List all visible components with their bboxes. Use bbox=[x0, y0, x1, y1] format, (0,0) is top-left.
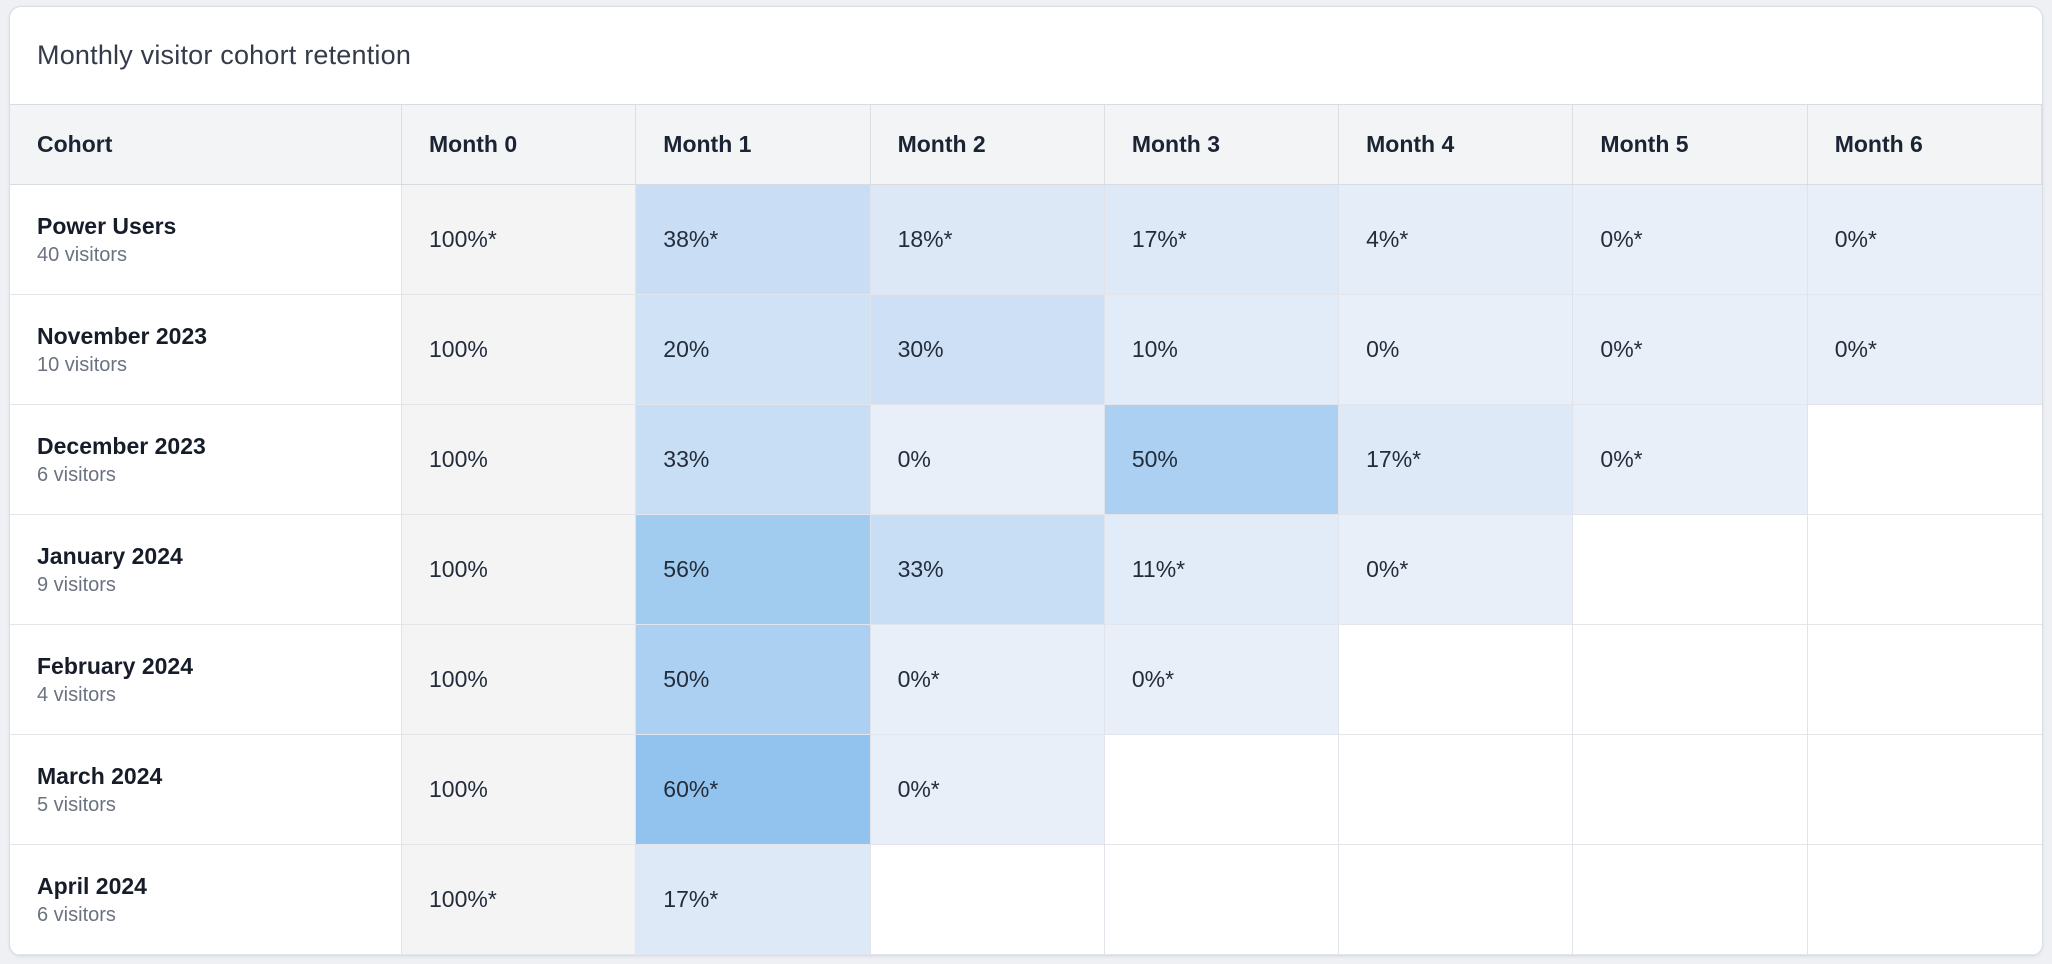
retention-cell: 50% bbox=[636, 625, 871, 734]
retention-cell: 17%* bbox=[1339, 405, 1574, 514]
cohort-name: December 2023 bbox=[37, 432, 206, 459]
retention-cell bbox=[1807, 845, 2042, 954]
cohort-name: January 2024 bbox=[37, 542, 183, 569]
cohort-label-cell: January 2024 9 visitors bbox=[10, 515, 402, 624]
retention-cell: 60%* bbox=[636, 735, 871, 844]
retention-cell: 0%* bbox=[1807, 295, 2042, 404]
cohort-label-cell: March 2024 5 visitors bbox=[10, 735, 402, 844]
cohort-row-april-2024: April 2024 6 visitors 100%* 17%* bbox=[10, 845, 2042, 955]
retention-cell bbox=[1573, 735, 1808, 844]
retention-cell bbox=[1573, 625, 1808, 734]
retention-cell: 11%* bbox=[1104, 515, 1340, 624]
cohort-name: Power Users bbox=[37, 212, 177, 239]
retention-cell: 33% bbox=[636, 405, 871, 514]
retention-cell: 100% bbox=[402, 295, 637, 404]
column-header-month-0: Month 0 bbox=[402, 105, 637, 184]
retention-cell: 17%* bbox=[1104, 185, 1340, 294]
retention-cell bbox=[1573, 515, 1808, 624]
column-header-month-4: Month 4 bbox=[1339, 105, 1574, 184]
cohort-label-cell: November 2023 10 visitors bbox=[10, 295, 402, 404]
retention-cell bbox=[1807, 405, 2042, 514]
cohort-row-march-2024: March 2024 5 visitors 100% 60%* 0%* bbox=[10, 735, 2042, 845]
retention-cell: 4%* bbox=[1339, 185, 1574, 294]
cohort-size: 6 visitors bbox=[37, 903, 116, 926]
card-title-area: Monthly visitor cohort retention bbox=[10, 7, 2042, 104]
retention-cell bbox=[1104, 735, 1340, 844]
column-header-month-3: Month 3 bbox=[1105, 105, 1340, 184]
cohort-size: 5 visitors bbox=[37, 793, 116, 816]
retention-cell: 0% bbox=[870, 405, 1105, 514]
column-header-cohort: Cohort bbox=[10, 105, 402, 184]
cohort-table: Cohort Month 0 Month 1 Month 2 Month 3 M… bbox=[10, 104, 2042, 955]
retention-cell bbox=[870, 845, 1105, 954]
cohort-retention-card: Monthly visitor cohort retention Cohort … bbox=[9, 6, 2043, 956]
retention-cell bbox=[1807, 515, 2042, 624]
retention-cell: 0%* bbox=[870, 735, 1105, 844]
cohort-label-cell: April 2024 6 visitors bbox=[10, 845, 402, 954]
retention-cell: 0%* bbox=[1339, 515, 1574, 624]
retention-cell: 0%* bbox=[1573, 405, 1808, 514]
column-header-month-2: Month 2 bbox=[871, 105, 1105, 184]
retention-cell: 100%* bbox=[402, 845, 637, 954]
card-title: Monthly visitor cohort retention bbox=[37, 40, 412, 70]
retention-cell: 0% bbox=[1339, 295, 1574, 404]
retention-cell: 38%* bbox=[636, 185, 871, 294]
cohort-size: 6 visitors bbox=[37, 463, 116, 486]
retention-cell: 30% bbox=[870, 295, 1105, 404]
retention-cell: 0%* bbox=[1104, 625, 1340, 734]
retention-cell: 20% bbox=[636, 295, 871, 404]
retention-cell: 18%* bbox=[870, 185, 1105, 294]
cohort-row-january-2024: January 2024 9 visitors 100% 56% 33% 11%… bbox=[10, 515, 2042, 625]
cohort-row-february-2024: February 2024 4 visitors 100% 50% 0%* 0%… bbox=[10, 625, 2042, 735]
retention-cell bbox=[1573, 845, 1808, 954]
cohort-label-cell: February 2024 4 visitors bbox=[10, 625, 402, 734]
retention-cell: 33% bbox=[870, 515, 1105, 624]
retention-cell: 17%* bbox=[636, 845, 871, 954]
cohort-label-cell: December 2023 6 visitors bbox=[10, 405, 402, 514]
retention-cell: 100% bbox=[402, 625, 637, 734]
retention-cell bbox=[1104, 845, 1340, 954]
retention-cell: 56% bbox=[636, 515, 871, 624]
cohort-size: 40 visitors bbox=[37, 243, 128, 266]
column-header-month-6: Month 6 bbox=[1808, 105, 2042, 184]
cohort-row-december-2023: December 2023 6 visitors 100% 33% 0% 50%… bbox=[10, 405, 2042, 515]
retention-cell bbox=[1339, 735, 1574, 844]
cohort-size: 9 visitors bbox=[37, 573, 116, 596]
retention-cell: 0%* bbox=[1807, 185, 2042, 294]
cohort-name: April 2024 bbox=[37, 872, 147, 899]
cohort-name: February 2024 bbox=[37, 652, 193, 679]
retention-cell: 0%* bbox=[870, 625, 1105, 734]
retention-cell: 100%* bbox=[402, 185, 637, 294]
retention-cell: 10% bbox=[1104, 295, 1340, 404]
retention-cell: 0%* bbox=[1573, 185, 1808, 294]
retention-cell: 100% bbox=[402, 405, 637, 514]
column-header-month-1: Month 1 bbox=[636, 105, 871, 184]
retention-cell bbox=[1339, 625, 1574, 734]
cohort-label-cell: Power Users 40 visitors bbox=[10, 185, 402, 294]
cohort-row-power-users: Power Users 40 visitors 100%* 38%* 18%* … bbox=[10, 185, 2042, 295]
retention-cell bbox=[1807, 735, 2042, 844]
cohort-size: 10 visitors bbox=[37, 353, 128, 376]
retention-cell bbox=[1807, 625, 2042, 734]
cohort-name: March 2024 bbox=[37, 762, 163, 789]
retention-cell: 0%* bbox=[1573, 295, 1808, 404]
retention-cell: 100% bbox=[402, 515, 637, 624]
table-header-row: Cohort Month 0 Month 1 Month 2 Month 3 M… bbox=[10, 105, 2042, 185]
column-header-month-5: Month 5 bbox=[1573, 105, 1808, 184]
cohort-size: 4 visitors bbox=[37, 683, 116, 706]
cohort-name: November 2023 bbox=[37, 322, 208, 349]
cohort-row-november-2023: November 2023 10 visitors 100% 20% 30% 1… bbox=[10, 295, 2042, 405]
retention-cell: 50% bbox=[1104, 405, 1340, 514]
retention-cell: 100% bbox=[402, 735, 637, 844]
retention-cell bbox=[1339, 845, 1574, 954]
